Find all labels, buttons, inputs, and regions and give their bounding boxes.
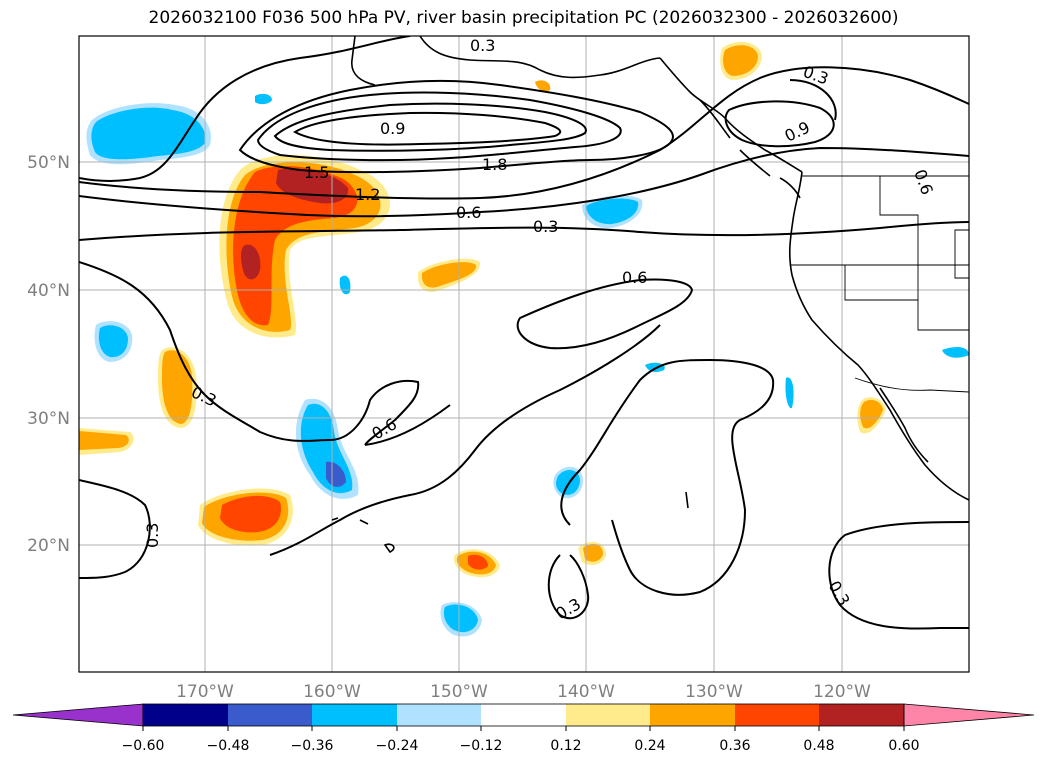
colorbar-segment — [566, 704, 650, 726]
graticule — [79, 36, 969, 672]
precip-anomaly-high — [583, 543, 603, 562]
colorbar-tick-label: −0.48 — [207, 738, 250, 754]
precip-anomaly-high — [162, 350, 193, 424]
colorbar-tick-label: 0.36 — [719, 738, 750, 754]
colorbar-extend-left — [12, 703, 144, 727]
precip-anomaly-low — [586, 198, 639, 225]
lon-labels: 170°W 160°W 150°W 140°W 130°W 120°W — [176, 682, 871, 702]
colorbar-tick-label: 0.60 — [888, 738, 919, 754]
contour-label: 1.5 — [304, 163, 329, 182]
contour-label: 0.6 — [456, 203, 481, 222]
colorbar-outline — [142, 703, 905, 727]
colorbar-tick-label: 0.12 — [550, 738, 581, 754]
contour-label: 0.9 — [782, 118, 813, 146]
lat-label: 20°N — [27, 536, 70, 556]
contour-label: 0.3 — [825, 578, 854, 610]
colorbar-extend-right — [903, 703, 1035, 727]
colorbar-tick-label: −0.12 — [460, 738, 503, 754]
contour-label: 0.3 — [470, 36, 495, 55]
precip-anomaly-high — [468, 554, 488, 570]
precip-anomaly-low — [255, 93, 272, 105]
lon-label: 150°W — [430, 682, 488, 702]
colorbar-segment — [735, 704, 819, 726]
precip-anomaly-high — [422, 262, 477, 288]
lon-label: 160°W — [303, 682, 361, 702]
contour-label: 1.2 — [355, 185, 380, 204]
contour-label: 0.3 — [553, 594, 585, 623]
colorbar-segment — [481, 704, 566, 726]
lat-label: 30°N — [27, 409, 70, 429]
contour-label: 0.6 — [910, 167, 937, 197]
lon-label: 120°W — [813, 682, 871, 702]
lon-label: 170°W — [176, 682, 234, 702]
precip-anomaly-high — [535, 80, 551, 92]
colorbar-segment — [397, 704, 481, 726]
precip-anomaly-high — [233, 166, 358, 326]
colorbar-tick-label: 0.48 — [803, 738, 834, 754]
precip-anomaly-low — [326, 461, 346, 487]
lat-labels: 50°N 40°N 30°N 20°N — [27, 153, 70, 556]
colorbar-ticks — [142, 726, 905, 731]
colorbar-segment — [228, 704, 312, 726]
map-plot-area: 0.3 0.9 1.8 1.5 1.2 0.6 0.3 0.6 0.3 0.6 … — [79, 36, 969, 672]
colorbar-tick-label: 0.24 — [634, 738, 665, 754]
precip-anomaly-low — [443, 604, 478, 633]
colorbar-segment — [819, 704, 904, 726]
colorbar-tick-label: −0.24 — [376, 738, 419, 754]
map-frame — [78, 35, 970, 673]
precip-anomaly-high — [79, 431, 129, 450]
precip-anomaly-low — [98, 325, 128, 358]
colorbar-tick-label: −0.60 — [122, 738, 165, 754]
precip-anomaly-low — [645, 362, 665, 373]
precip-anomaly-high — [220, 495, 282, 533]
map-title: 2026032100 F036 500 hPa PV, river basin … — [148, 8, 899, 28]
colorbar-segment — [312, 704, 397, 726]
lon-label: 140°W — [557, 682, 615, 702]
colorbar-tick-label: −0.36 — [291, 738, 334, 754]
contour-label: 0.3 — [143, 523, 162, 548]
lat-label: 50°N — [27, 153, 70, 173]
precip-anomaly-high — [240, 244, 261, 280]
contour-label: 0.3 — [533, 217, 558, 236]
colorbar: −0.60 −0.48 −0.36 −0.24 −0.12 0.12 0.24 … — [12, 703, 1035, 754]
precip-anomaly-high — [723, 45, 758, 76]
lon-label: 130°W — [685, 682, 743, 702]
colorbar-segment — [650, 704, 735, 726]
lat-label: 40°N — [27, 281, 70, 301]
colorbar-segment — [143, 704, 228, 726]
contour-label: 0.3 — [801, 62, 831, 89]
precip-anomaly-low — [785, 377, 794, 409]
pv-contours — [79, 36, 969, 630]
precip-anomaly-high — [860, 399, 883, 429]
precip-anomaly-low — [942, 347, 969, 358]
precip-anomaly-low — [91, 107, 206, 160]
contour-label: 1.8 — [482, 155, 507, 174]
precip-anomaly-low — [339, 275, 351, 295]
contour-label: 0.9 — [380, 119, 405, 138]
coastlines — [331, 36, 969, 554]
contour-label: 0.6 — [622, 268, 647, 287]
